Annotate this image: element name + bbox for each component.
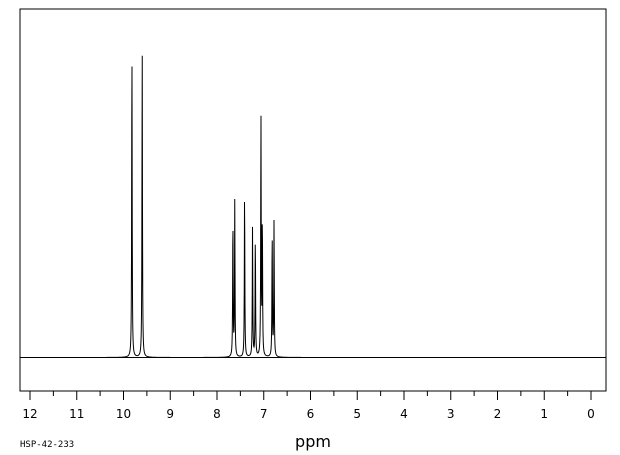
x-tick-label: 10 [116,407,131,421]
x-axis-ticks: 12 11 10 9 8 7 6 5 4 3 2 1 0 [22,391,595,421]
x-tick-label: 11 [69,407,84,421]
x-tick-label: 9 [166,407,174,421]
x-tick-label: 8 [213,407,221,421]
x-tick-label: 2 [494,407,502,421]
x-tick-label: 12 [22,407,37,421]
x-tick-label: 6 [307,407,315,421]
x-tick-label: 1 [540,407,548,421]
x-tick-label: 3 [447,407,455,421]
x-tick-label: 5 [353,407,361,421]
sample-code-label: HSP-42-233 [20,440,74,450]
x-tick-label: 4 [400,407,408,421]
spectrum-trace [20,55,606,358]
x-axis-label: ppm [295,432,331,451]
plot-frame [19,8,607,392]
x-tick-label: 7 [260,407,268,421]
x-tick-label: 0 [587,407,595,421]
